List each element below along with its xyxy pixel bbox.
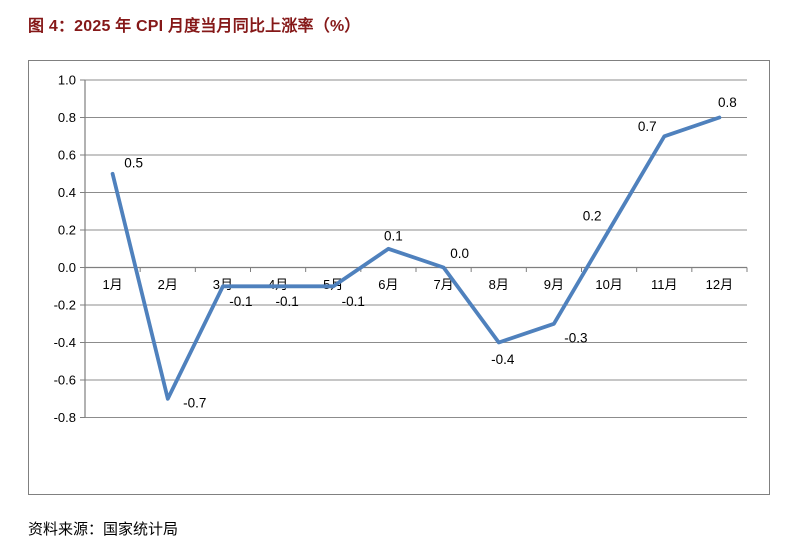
data-label: 0.1 bbox=[384, 228, 403, 243]
data-label: -0.1 bbox=[275, 294, 298, 309]
y-tick-label: -0.8 bbox=[54, 410, 76, 425]
data-label: -0.4 bbox=[491, 352, 515, 367]
x-tick-label: 8月 bbox=[489, 277, 509, 292]
source-note: 资料来源：国家统计局 bbox=[28, 521, 179, 538]
y-tick-label: -0.2 bbox=[54, 298, 76, 313]
y-tick-label: 0.2 bbox=[58, 223, 76, 238]
y-tick-label: 0.0 bbox=[58, 260, 76, 275]
x-tick-label: 9月 bbox=[544, 277, 564, 292]
x-tick-label: 2月 bbox=[158, 277, 178, 292]
data-label: -0.7 bbox=[183, 395, 206, 410]
y-tick-label: 0.6 bbox=[58, 148, 76, 163]
data-label: 0.7 bbox=[638, 119, 657, 134]
y-tick-label: 1.0 bbox=[58, 73, 76, 88]
x-tick-label: 6月 bbox=[378, 277, 398, 292]
data-label: 0.5 bbox=[124, 155, 143, 170]
y-tick-label: -0.4 bbox=[54, 335, 76, 350]
series-line bbox=[110, 115, 722, 401]
data-label: 0.0 bbox=[450, 246, 469, 261]
data-label: -0.3 bbox=[564, 330, 587, 345]
chart-container: 1.0 0.8 0.6 0.4 0.2 0.0 -0.2 -0.4 -0.6 -0.8 1月 2月 3月… bbox=[28, 60, 770, 495]
x-tick-label: 10月 bbox=[595, 277, 622, 292]
y-tick-label: -0.6 bbox=[54, 373, 76, 388]
x-tick-label: 7月 bbox=[433, 277, 453, 292]
data-label: 0.2 bbox=[583, 209, 602, 224]
y-tick-label: 0.8 bbox=[58, 110, 76, 125]
cpi-line-chart: 1.00.80.60.40.20.0-0.2-0.4-0.6-0.81月 2月 3月… bbox=[54, 73, 748, 425]
data-label: -0.1 bbox=[342, 294, 365, 309]
y-tick-label: 0.4 bbox=[58, 185, 76, 200]
x-tick-label: 11月 bbox=[651, 277, 678, 292]
figure-caption: 图 4：2025 年 CPI 月度当月同比上涨率（%） bbox=[28, 18, 361, 35]
x-tick-label: 1月 bbox=[102, 277, 122, 292]
data-label: 0.8 bbox=[718, 95, 737, 110]
x-tick-label: 12月 bbox=[706, 277, 733, 292]
data-label: -0.1 bbox=[229, 294, 252, 309]
